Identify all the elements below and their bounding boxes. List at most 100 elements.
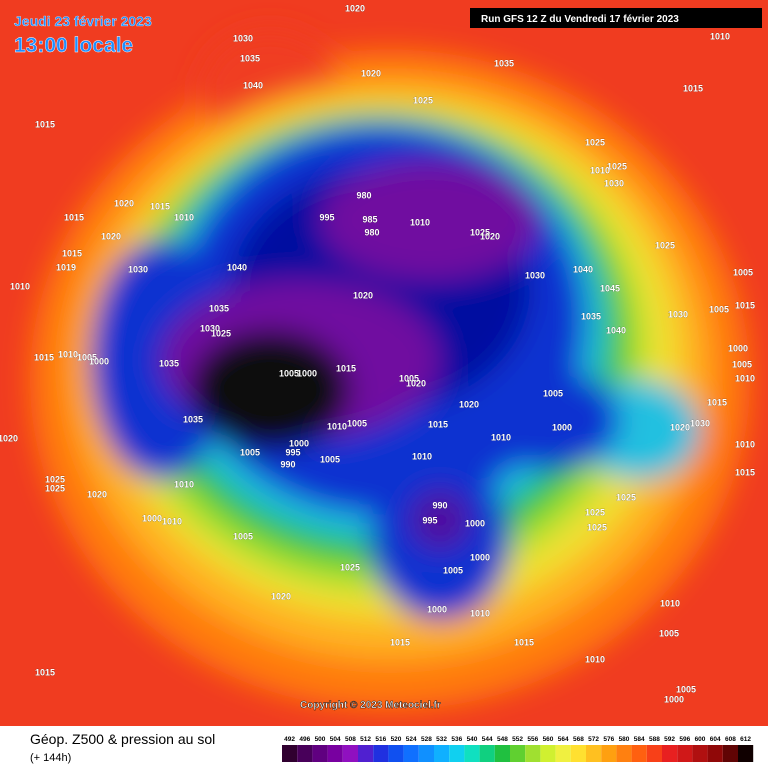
isobar-label: 1000 [470,552,490,562]
isobar-label: 1005 [543,388,563,398]
colorbar-label: 500 [315,736,326,743]
colorbar-label: 520 [391,736,402,743]
isobar-label: 995 [285,447,300,457]
colorbar-swatch [540,745,556,762]
isobar-label: 1015 [683,83,703,93]
colorbar-label: 588 [649,736,660,743]
isobar-label: 980 [364,227,379,237]
isobar-label: 1000 [142,513,162,523]
colorbar-label: 556 [527,736,538,743]
isobar-label: 1015 [34,352,54,362]
isobar-label: 1005 [676,684,696,694]
colorbar-label: 492 [284,736,295,743]
isobar-label: 1020 [87,489,107,499]
isobar-label: 1015 [707,397,727,407]
colorbar-swatch [449,745,465,762]
isobar-label: 1020 [480,231,500,241]
isobar-label: 1040 [227,262,247,272]
colorbar-swatch [646,745,662,762]
colorbar-label: 560 [543,736,554,743]
colorbar-swatch [738,745,754,762]
isobar-label: 1030 [525,270,545,280]
isobar-label: 990 [432,500,447,510]
isobar-label: 1020 [459,399,479,409]
isobar-label: 1030 [128,264,148,274]
colorbar-swatch [601,745,617,762]
isobar-label: 1005 [240,447,260,457]
colorbar-label: 564 [558,736,569,743]
isobar-label: 1005 [659,628,679,638]
isobar-label: 1035 [209,303,229,313]
colorbar-swatch [722,745,738,762]
isobar-label: 1020 [0,433,18,443]
colorbar-label: 508 [345,736,356,743]
colorbar-swatch [464,745,480,762]
isobar-label: 1010 [174,479,194,489]
forecast-date: Jeudi 23 février 2023 [14,13,152,29]
map [0,0,768,726]
isobar-label: 1040 [573,264,593,274]
colorbar-swatch [555,745,571,762]
isobar-label: 1030 [690,418,710,428]
isobar-label: 1019 [56,262,76,272]
isobar-label: 1025 [607,161,627,171]
colorbar-swatch [570,745,586,762]
isobar-label: 1035 [183,414,203,424]
colorbar-label: 524 [406,736,417,743]
isobar-label: 1015 [35,119,55,129]
isobar-label: 1010 [735,439,755,449]
colorbar-label: 504 [330,736,341,743]
colorbar-label: 540 [467,736,478,743]
colorbar-swatch [662,745,678,762]
isobar-label: 1005 [347,418,367,428]
colorbar-label: 568 [573,736,584,743]
isobar-label: 1010 [412,451,432,461]
isobar-label: 1025 [413,95,433,105]
colorbar-swatch [586,745,602,762]
isobar-label: 1010 [327,421,347,431]
colorbar-label: 608 [725,736,736,743]
isobar-label: 1015 [64,212,84,222]
colorbar-swatch [418,745,434,762]
colorbar-swatch [388,745,404,762]
isobar-label: 1005 [732,359,752,369]
isobar-label: 1025 [211,328,231,338]
isobar-label: 1035 [240,53,260,63]
colorbar-label: 552 [512,736,523,743]
isobar-label: 1015 [35,667,55,677]
isobar-label: 1025 [616,492,636,502]
isobar-label: 1015 [150,201,170,211]
isobar-label: 1015 [735,300,755,310]
colorbar-label: 600 [695,736,706,743]
isobar-label: 1020 [114,198,134,208]
isobar-label: 1025 [340,562,360,572]
colorbar-label: 544 [482,736,493,743]
isobar-label: 1030 [233,33,253,43]
colorbar-swatch [494,745,510,762]
isobar-label: 1020 [406,378,426,388]
colorbar-label: 536 [451,736,462,743]
colorbar-swatch [616,745,632,762]
colorbar-swatch [282,745,298,762]
isobar-label: 1010 [174,212,194,222]
isobar-label: 1015 [390,637,410,647]
isobar-label: 1000 [465,518,485,528]
isobar-label: 1030 [604,178,624,188]
colorbar-swatch [358,745,374,762]
isobar-label: 1025 [585,137,605,147]
isobar-label: 1000 [427,604,447,614]
isobar-label: 1010 [410,217,430,227]
isobar-label: 1045 [600,283,620,293]
isobar-label: 1015 [735,467,755,477]
forecast-time: 13:00 locale [14,34,133,57]
isobar-label: 1000 [289,438,309,448]
isobar-label: 1020 [101,231,121,241]
colorbar-swatch [373,745,389,762]
isobar-label: 1020 [345,3,365,13]
colorbar-swatch [677,745,693,762]
isobar-label: 1005 [443,565,463,575]
colorbar-label: 584 [634,736,645,743]
isobar-label: 1025 [470,227,490,237]
isobar-label: 1015 [428,419,448,429]
